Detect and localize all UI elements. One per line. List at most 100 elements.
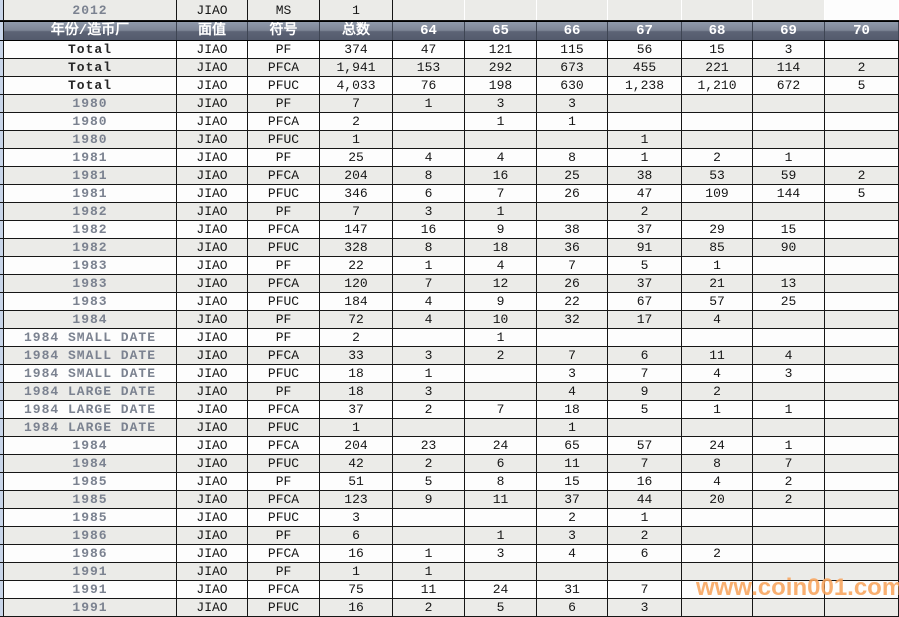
cell-grade-66[interactable]: 8	[537, 149, 608, 166]
cell-grade-69[interactable]	[753, 311, 825, 328]
cell-grade-64[interactable]: 1	[393, 545, 465, 562]
cell-denomination[interactable]: JIAO	[177, 0, 248, 20]
cell-grade-65[interactable]: 24	[465, 437, 537, 454]
cell-symbol[interactable]: PFCA	[248, 545, 320, 562]
cell-grade-66[interactable]: 1	[537, 419, 608, 436]
cell-year[interactable]: 1984	[4, 311, 177, 328]
cell-grade-70[interactable]	[825, 383, 899, 400]
cell-grade-68[interactable]	[682, 329, 753, 346]
cell-grade-69[interactable]: 59	[753, 167, 825, 184]
cell-total[interactable]: 1	[320, 0, 393, 20]
cell-year[interactable]: 1986	[4, 545, 177, 562]
cell-symbol[interactable]: PFCA	[248, 167, 320, 184]
cell-grade-70[interactable]	[825, 221, 899, 238]
cell-grade-67[interactable]: 37	[608, 221, 682, 238]
cell-grade-65[interactable]	[465, 0, 537, 20]
cell-grade-69[interactable]: 2	[753, 491, 825, 508]
cell-grade-64[interactable]	[393, 527, 465, 544]
cell-grade-68[interactable]: 85	[682, 239, 753, 256]
cell-grade-66[interactable]: 2	[537, 509, 608, 526]
cell-grade-68[interactable]: 4	[682, 311, 753, 328]
cell-year[interactable]: 1985	[4, 509, 177, 526]
cell-grade-67[interactable]: 1	[608, 131, 682, 148]
cell-grade-69[interactable]: 25	[753, 293, 825, 310]
cell-grade-68[interactable]: 1	[682, 257, 753, 274]
cell-symbol[interactable]: PF	[248, 311, 320, 328]
cell-grade-67[interactable]: 91	[608, 239, 682, 256]
cell-year[interactable]: 1991	[4, 581, 177, 598]
cell-grade-67[interactable]: 2	[608, 203, 682, 220]
cell-grade-69[interactable]	[753, 563, 825, 580]
cell-grade-69[interactable]	[753, 509, 825, 526]
cell-symbol[interactable]: PF	[248, 149, 320, 166]
cell-symbol[interactable]: PF	[248, 203, 320, 220]
cell-total[interactable]: 16	[320, 599, 393, 616]
cell-denomination[interactable]: JIAO	[177, 95, 248, 112]
cell-grade-70[interactable]	[825, 581, 899, 598]
cell-year[interactable]: 1981	[4, 167, 177, 184]
header-grade-67[interactable]: 67	[608, 22, 682, 40]
cell-grade-67[interactable]: 38	[608, 167, 682, 184]
cell-grade-66[interactable]: 3	[537, 365, 608, 382]
cell-grade-68[interactable]: 8	[682, 455, 753, 472]
cell-total[interactable]: 1	[320, 563, 393, 580]
cell-symbol[interactable]: PFCA	[248, 581, 320, 598]
cell-denomination[interactable]: JIAO	[177, 329, 248, 346]
cell-total[interactable]: 22	[320, 257, 393, 274]
cell-total[interactable]: 33	[320, 347, 393, 364]
cell-denomination[interactable]: JIAO	[177, 473, 248, 490]
cell-grade-70[interactable]: 2	[825, 59, 899, 76]
cell-grade-65[interactable]: 4	[465, 149, 537, 166]
cell-total[interactable]: 184	[320, 293, 393, 310]
cell-grade-69[interactable]: 3	[753, 365, 825, 382]
cell-grade-64[interactable]: 47	[393, 41, 465, 58]
header-grade-65[interactable]: 65	[465, 22, 537, 40]
cell-grade-68[interactable]	[682, 131, 753, 148]
cell-year[interactable]: 1984 SMALL DATE	[4, 365, 177, 382]
cell-grade-64[interactable]: 8	[393, 239, 465, 256]
cell-denomination[interactable]: JIAO	[177, 275, 248, 292]
header-symbol[interactable]: 符号	[248, 22, 320, 40]
cell-total[interactable]: 2	[320, 329, 393, 346]
cell-grade-67[interactable]: 17	[608, 311, 682, 328]
cell-grade-67[interactable]: 1,238	[608, 77, 682, 94]
cell-grade-65[interactable]: 1	[465, 329, 537, 346]
cell-year[interactable]: 1985	[4, 491, 177, 508]
cell-year[interactable]: 1982	[4, 239, 177, 256]
cell-grade-65[interactable]	[465, 509, 537, 526]
cell-grade-70[interactable]	[825, 95, 899, 112]
cell-year[interactable]: 2012	[4, 0, 177, 20]
cell-grade-65[interactable]: 2	[465, 347, 537, 364]
cell-grade-68[interactable]	[682, 581, 753, 598]
cell-grade-67[interactable]: 6	[608, 347, 682, 364]
cell-symbol[interactable]: PFCA	[248, 491, 320, 508]
cell-symbol[interactable]: PF	[248, 95, 320, 112]
cell-grade-65[interactable]: 10	[465, 311, 537, 328]
cell-grade-67[interactable]: 9	[608, 383, 682, 400]
cell-grade-66[interactable]: 18	[537, 401, 608, 418]
cell-grade-69[interactable]	[753, 257, 825, 274]
cell-grade-66[interactable]: 65	[537, 437, 608, 454]
cell-denomination[interactable]: JIAO	[177, 41, 248, 58]
cell-symbol[interactable]: PFUC	[248, 419, 320, 436]
cell-year[interactable]: 1991	[4, 563, 177, 580]
cell-grade-68[interactable]	[682, 419, 753, 436]
cell-grade-67[interactable]	[608, 0, 682, 20]
cell-denomination[interactable]: JIAO	[177, 437, 248, 454]
cell-denomination[interactable]: JIAO	[177, 527, 248, 544]
cell-grade-70[interactable]	[825, 419, 899, 436]
cell-denomination[interactable]: JIAO	[177, 545, 248, 562]
cell-grade-67[interactable]: 3	[608, 599, 682, 616]
cell-grade-69[interactable]: 13	[753, 275, 825, 292]
cell-grade-64[interactable]: 23	[393, 437, 465, 454]
cell-total[interactable]: 346	[320, 185, 393, 202]
cell-total[interactable]: 1	[320, 419, 393, 436]
cell-grade-65[interactable]: 198	[465, 77, 537, 94]
cell-grade-64[interactable]: 2	[393, 455, 465, 472]
cell-grade-65[interactable]: 24	[465, 581, 537, 598]
cell-grade-67[interactable]: 1	[608, 149, 682, 166]
cell-year[interactable]: Total	[4, 77, 177, 94]
cell-symbol[interactable]: PFUC	[248, 365, 320, 382]
cell-grade-67[interactable]: 47	[608, 185, 682, 202]
cell-grade-64[interactable]: 9	[393, 491, 465, 508]
